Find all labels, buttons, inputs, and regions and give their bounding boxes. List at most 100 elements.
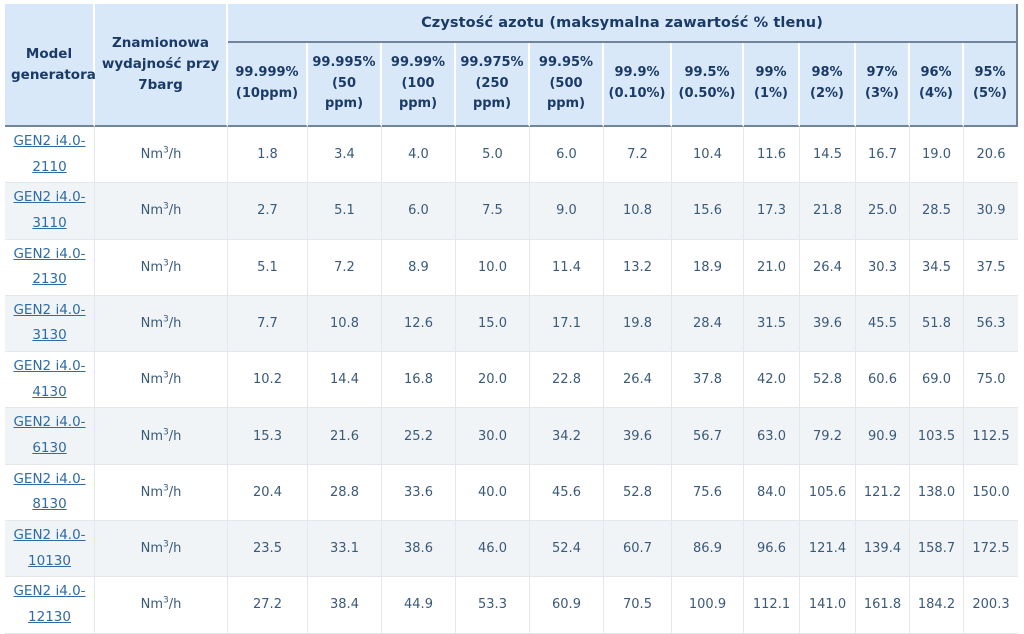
value-cell: 12.6 <box>382 295 456 353</box>
value-cell: 158.7 <box>910 520 964 578</box>
value-cell: 11.4 <box>530 239 604 296</box>
model-cell: GEN2 i4.0-10130 <box>5 520 95 578</box>
value-cell: 60.6 <box>856 352 910 409</box>
unit-superscript: 3 <box>163 145 169 156</box>
value-cell: 103.5 <box>910 408 964 465</box>
value-cell: 7.2 <box>308 239 382 296</box>
value-cell: 5.1 <box>228 239 308 296</box>
unit-cell: Nm3/h <box>95 295 228 353</box>
value-cell: 15.3 <box>228 408 308 465</box>
value-cell: 7.2 <box>604 127 672 184</box>
model-link[interactable]: GEN2 i4.0-6130 <box>13 414 86 457</box>
value-cell: 69.0 <box>910 352 964 409</box>
value-cell: 20.6 <box>964 127 1019 184</box>
value-cell: 56.7 <box>672 408 744 465</box>
value-cell: 75.0 <box>964 352 1019 409</box>
table-row: GEN2 i4.0-8130 Nm3/h 20.4 28.8 33.6 40.0 45.6 5… <box>5 464 1019 521</box>
purity-column-header: 99.99% (100 ppm) <box>382 43 456 127</box>
value-cell: 200.3 <box>964 577 1019 634</box>
purity-group-header: Czystość azotu (maksymalna zawartość % t… <box>228 4 1019 43</box>
value-cell: 141.0 <box>800 577 856 634</box>
unit-superscript: 3 <box>163 314 169 325</box>
value-cell: 20.0 <box>456 352 530 409</box>
value-cell: 56.3 <box>964 295 1019 353</box>
value-cell: 39.6 <box>800 295 856 353</box>
value-cell: 52.4 <box>530 520 604 578</box>
purity-column-header: 99.95% (500 ppm) <box>530 43 604 127</box>
model-link[interactable]: GEN2 i4.0-3130 <box>13 301 86 344</box>
model-link[interactable]: GEN2 i4.0-2130 <box>13 245 86 288</box>
value-cell: 37.8 <box>672 352 744 409</box>
value-cell: 96.6 <box>744 520 800 578</box>
model-link[interactable]: GEN2 i4.0-3110 <box>13 189 86 231</box>
value-cell: 21.0 <box>744 239 800 296</box>
unit-cell: Nm3/h <box>95 408 228 465</box>
model-link[interactable]: GEN2 i4.0-8130 <box>13 470 86 513</box>
purity-column-header: 98% (2%) <box>800 43 856 127</box>
model-link[interactable]: GEN2 i4.0-12130 <box>13 583 86 625</box>
value-cell: 42.0 <box>744 352 800 409</box>
value-cell: 1.8 <box>228 127 308 184</box>
value-cell: 15.0 <box>456 295 530 353</box>
value-cell: 25.0 <box>856 183 910 240</box>
value-cell: 17.1 <box>530 295 604 353</box>
unit-cell: Nm3/h <box>95 577 228 634</box>
value-cell: 10.8 <box>308 295 382 353</box>
table-row: GEN2 i4.0-6130 Nm3/h 15.3 21.6 25.2 30.0 34.2 3… <box>5 408 1019 465</box>
value-cell: 60.9 <box>530 577 604 634</box>
unit-superscript: 3 <box>163 370 169 381</box>
value-cell: 51.8 <box>910 295 964 353</box>
value-cell: 121.2 <box>856 464 910 521</box>
model-cell: GEN2 i4.0-2110 <box>5 127 95 184</box>
value-cell: 33.1 <box>308 520 382 578</box>
unit-cell: Nm3/h <box>95 520 228 578</box>
capacity-column-header: Znamionowa wydajność przy 7barg <box>95 4 228 127</box>
table-row: GEN2 i4.0-12130 Nm3/h 27.2 38.4 44.9 53.3 60.9… <box>5 577 1019 634</box>
value-cell: 33.6 <box>382 464 456 521</box>
unit-cell: Nm3/h <box>95 464 228 521</box>
model-cell: GEN2 i4.0-3130 <box>5 295 95 353</box>
value-cell: 84.0 <box>744 464 800 521</box>
value-cell: 10.2 <box>228 352 308 409</box>
purity-column-header: 99.975% (250 ppm) <box>456 43 530 127</box>
unit-superscript: 3 <box>163 539 169 550</box>
value-cell: 21.6 <box>308 408 382 465</box>
model-cell: GEN2 i4.0-2130 <box>5 239 95 296</box>
model-link[interactable]: GEN2 i4.0-10130 <box>13 526 86 569</box>
value-cell: 9.0 <box>530 183 604 240</box>
table-row: GEN2 i4.0-4130 Nm3/h 10.2 14.4 16.8 20.0 22.8 2… <box>5 352 1019 409</box>
value-cell: 10.0 <box>456 239 530 296</box>
model-link[interactable]: GEN2 i4.0-4130 <box>13 358 86 400</box>
value-cell: 28.8 <box>308 464 382 521</box>
value-cell: 16.7 <box>856 127 910 184</box>
value-cell: 14.5 <box>800 127 856 184</box>
model-cell: GEN2 i4.0-8130 <box>5 464 95 521</box>
value-cell: 38.4 <box>308 577 382 634</box>
value-cell: 21.8 <box>800 183 856 240</box>
table-row: GEN2 i4.0-3130 Nm3/h 7.7 10.8 12.6 15.0 17.1 19… <box>5 295 1019 353</box>
value-cell: 26.4 <box>604 352 672 409</box>
model-column-header: Model generatora <box>5 4 96 127</box>
table-body: GEN2 i4.0-2110 Nm3/h 1.8 3.4 4.0 5.0 6.0 7.2 10.… <box>5 127 1019 634</box>
value-cell: 105.6 <box>800 464 856 521</box>
value-cell: 23.5 <box>228 520 308 578</box>
unit-cell: Nm3/h <box>95 352 228 409</box>
unit-cell: Nm3/h <box>95 127 228 184</box>
value-cell: 26.4 <box>800 239 856 296</box>
value-cell: 34.5 <box>910 239 964 296</box>
value-cell: 112.5 <box>964 408 1019 465</box>
value-cell: 90.9 <box>856 408 910 465</box>
value-cell: 5.0 <box>456 127 530 184</box>
value-cell: 19.8 <box>604 295 672 353</box>
value-cell: 53.3 <box>456 577 530 634</box>
model-cell: GEN2 i4.0-12130 <box>5 577 95 634</box>
purity-header-row: 99.999% (10ppm) 99.995% (50 ppm) 99.99% (1… <box>5 43 1019 127</box>
unit-cell: Nm3/h <box>95 183 228 240</box>
value-cell: 30.9 <box>964 183 1019 240</box>
value-cell: 17.3 <box>744 183 800 240</box>
model-link[interactable]: GEN2 i4.0-2110 <box>13 133 86 175</box>
value-cell: 37.5 <box>964 239 1019 296</box>
value-cell: 2.7 <box>228 183 308 240</box>
value-cell: 28.4 <box>672 295 744 353</box>
unit-superscript: 3 <box>163 483 169 494</box>
